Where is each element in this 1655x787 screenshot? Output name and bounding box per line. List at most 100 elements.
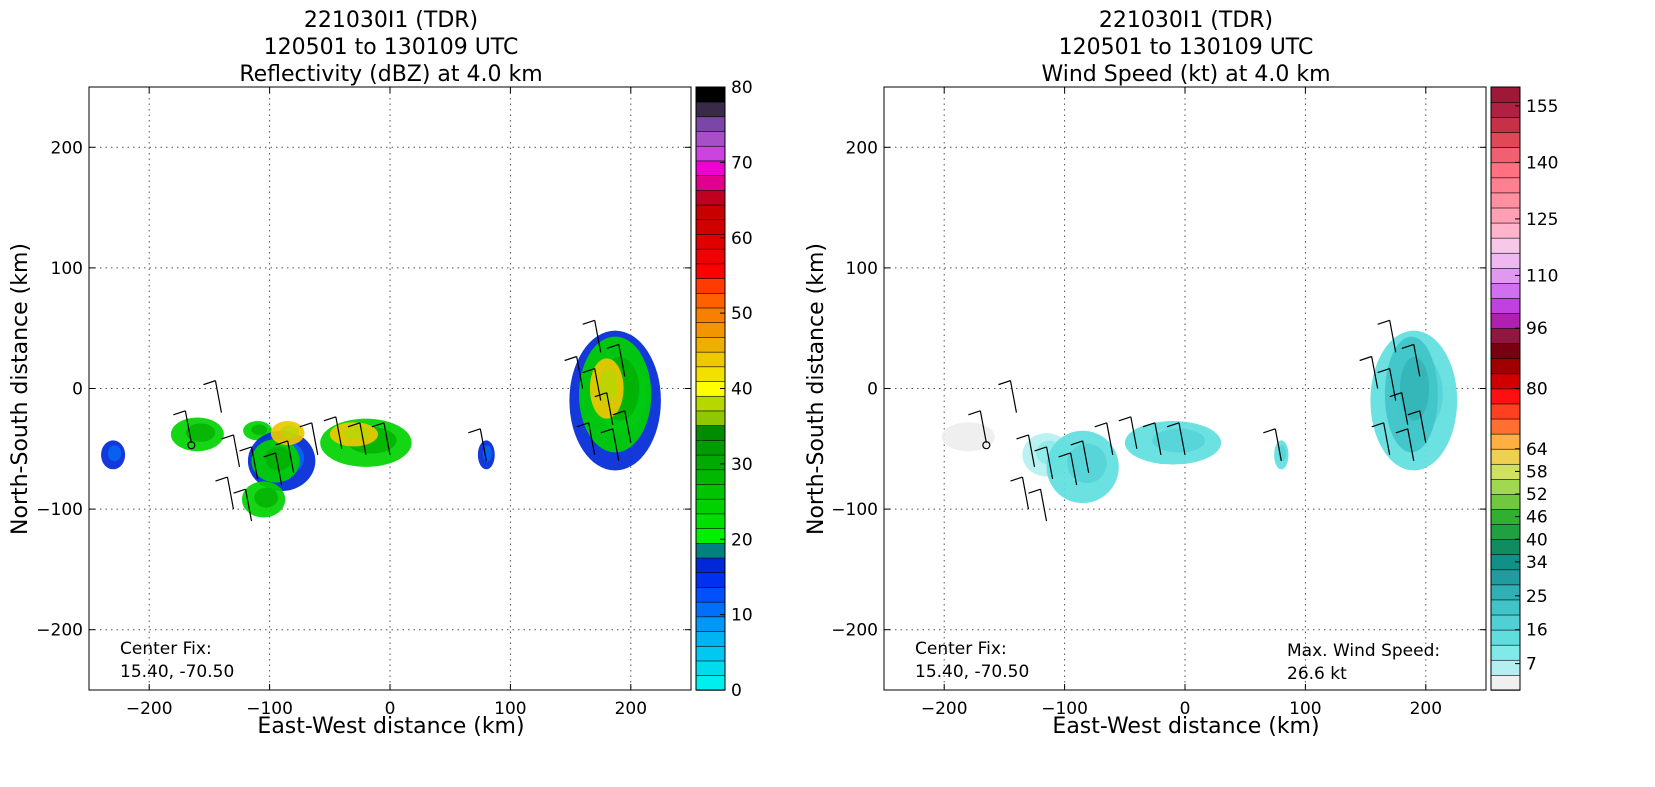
wind-wind-barb-flag-3 <box>1034 446 1047 452</box>
reflectivity-colorbar-segment-7 <box>695 572 726 588</box>
reflectivity-wind-barb-flag-7 <box>323 416 337 422</box>
reflectivity-colorbar-segment-38 <box>695 116 726 132</box>
wind-x-tick-label-2: 0 <box>1180 699 1191 719</box>
reflectivity-colorbar-segment-22 <box>695 351 726 368</box>
reflectivity-wind-barb-flag-19 <box>576 422 589 428</box>
wind-colorbar-tick-label-12: 125 <box>1526 210 1558 230</box>
wind-wind-barb-17 <box>1389 320 1397 353</box>
reflectivity-colorbar-tick-label-8: 80 <box>731 78 753 98</box>
reflectivity-x-tick-label-1: −100 <box>246 699 293 719</box>
reflectivity-wind-barb-flag-18 <box>600 428 613 434</box>
wind-wind-barb-18 <box>1407 428 1415 461</box>
wind-wind-barb-flag-17 <box>1377 319 1390 325</box>
wind-wind-barbs <box>968 319 1427 522</box>
reflectivity-colorbar-segment-2 <box>695 645 726 662</box>
wind-colorbar-segment-20 <box>1490 373 1521 390</box>
reflectivity-colorbar-segment-23 <box>695 336 726 353</box>
reflectivity-wind-barb-flag-12 <box>468 428 481 434</box>
wind-wind-barb-flag-11 <box>1028 488 1041 494</box>
wind-colorbar-tick-label-10: 96 <box>1526 319 1548 339</box>
reflectivity-colorbar-segment-16 <box>695 439 726 456</box>
reflectivity-wind-barb-flag-1 <box>203 380 216 386</box>
wind-colorbar-segment-19 <box>1490 388 1521 405</box>
reflectivity-colorbar-segment-10 <box>695 527 726 544</box>
reflectivity-wind-barb-16 <box>618 344 626 377</box>
reflectivity-colorbar-segment-19 <box>695 395 726 412</box>
wind-wind-barb-10 <box>1021 476 1030 510</box>
wind-wind-barb-flag-19 <box>1371 422 1384 428</box>
reflectivity-wind-barb-9 <box>383 422 391 455</box>
wind-y-tick-label-0: −200 <box>831 621 878 641</box>
wind-colorbar-tick-label-0: 7 <box>1526 655 1537 675</box>
reflectivity-colorbar-segment-29 <box>695 248 726 265</box>
reflectivity-colorbar-tick-label-5: 50 <box>731 304 753 324</box>
reflectivity-echo-core-7 <box>254 487 279 508</box>
wind-y-tick-label-4: 200 <box>846 138 878 158</box>
wind-echo-core-1 <box>1399 356 1430 421</box>
reflectivity-title-line3: Reflectivity (dBZ) at 4.0 km <box>239 62 542 87</box>
wind-colorbar-segment-4 <box>1490 614 1521 631</box>
reflectivity-colorbar-segment-18 <box>695 410 726 426</box>
reflectivity-wind-barb-13 <box>576 356 584 389</box>
reflectivity-wind-barb-3 <box>250 446 259 480</box>
reflectivity-echo-core-6 <box>265 446 292 471</box>
reflectivity-y-axis-label: North-South distance (km) <box>8 243 33 535</box>
reflectivity-colorbar-segment-25 <box>695 307 726 324</box>
reflectivity-title-line2: 120501 to 130109 UTC <box>264 35 519 60</box>
wind-colorbar-tick-label-6: 52 <box>1526 485 1548 505</box>
wind-wind-barb-15 <box>1401 392 1409 425</box>
wind-x-tick-label-4: 200 <box>1410 699 1442 719</box>
reflectivity-echo-core-4 <box>251 424 268 436</box>
wind-wind-barb-0 <box>979 410 987 443</box>
wind-colorbar-segment-6 <box>1490 584 1521 601</box>
reflectivity-wind-barb-flag-17 <box>582 319 595 325</box>
reflectivity-panel: 221030I1 (TDR) 120501 to 130109 UTC Refl… <box>8 8 753 739</box>
reflectivity-wind-barb-15 <box>606 392 614 425</box>
reflectivity-wind-barb-flag-15 <box>594 392 607 398</box>
wind-wind-barb-19 <box>1383 422 1391 455</box>
wind-colorbar <box>1490 86 1521 691</box>
wind-colorbar-tick-label-14: 155 <box>1526 97 1558 117</box>
wind-wind-barb-flag-8 <box>1142 422 1156 428</box>
reflectivity-title-line1: 221030I1 (TDR) <box>304 8 478 33</box>
reflectivity-wind-barb-0 <box>184 410 192 443</box>
reflectivity-y-tick-label-3: 100 <box>51 259 83 279</box>
reflectivity-y-tick-label-0: −200 <box>36 621 83 641</box>
reflectivity-colorbar-segment-27 <box>695 277 726 294</box>
reflectivity-center-fix-value: 15.40, -70.50 <box>120 662 234 682</box>
reflectivity-colorbar-segment-34 <box>695 174 726 191</box>
wind-colorbar-tick-label-8: 64 <box>1526 440 1548 460</box>
reflectivity-wind-barb-19 <box>588 422 596 455</box>
wind-wind-barb-flag-2 <box>1016 434 1029 440</box>
reflectivity-colorbar <box>695 86 726 691</box>
wind-colorbar-segment-36 <box>1490 131 1521 149</box>
wind-colorbar-tick-label-7: 58 <box>1526 462 1548 482</box>
wind-y-axis-label: North-South distance (km) <box>804 243 829 535</box>
wind-colorbar-tick-label-13: 140 <box>1526 153 1558 173</box>
reflectivity-colorbar-segment-31 <box>695 219 726 235</box>
wind-colorbar-tick-label-5: 46 <box>1526 508 1548 528</box>
max-wind-speed-value: 26.6 kt <box>1287 664 1347 684</box>
reflectivity-wind-barb-flag-8 <box>347 422 361 428</box>
reflectivity-wind-barb-flag-3 <box>239 446 252 452</box>
wind-colorbar-segment-2 <box>1490 644 1521 661</box>
wind-center-fix-value: 15.40, -70.50 <box>915 662 1029 682</box>
wind-y-tick-label-2: 0 <box>867 380 878 400</box>
wind-wind-barb-13 <box>1371 356 1379 389</box>
reflectivity-echo-core-10 <box>280 425 299 439</box>
reflectivity-wind-barbs <box>173 319 632 522</box>
reflectivity-calm-circle <box>187 441 196 450</box>
wind-colorbar-segment-34 <box>1490 162 1521 179</box>
wind-colorbar-segment-0 <box>1490 674 1521 691</box>
reflectivity-wind-barb-flag-13 <box>564 355 577 362</box>
reflectivity-wind-barb-flag-16 <box>606 343 619 350</box>
wind-colorbar-segment-37 <box>1490 116 1521 133</box>
wind-wind-barb-flag-0 <box>968 410 981 416</box>
wind-calm-circle <box>982 441 991 450</box>
reflectivity-wind-barb-12 <box>479 428 487 461</box>
reflectivity-wind-barb-flag-2 <box>221 434 234 440</box>
reflectivity-colorbar-segment-39 <box>695 101 726 118</box>
reflectivity-echo-core-3 <box>185 423 216 442</box>
wind-colorbar-segment-3 <box>1490 629 1521 646</box>
